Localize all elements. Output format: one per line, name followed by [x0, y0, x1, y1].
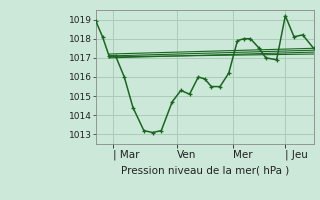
X-axis label: Pression niveau de la mer( hPa ): Pression niveau de la mer( hPa ) — [121, 166, 289, 176]
